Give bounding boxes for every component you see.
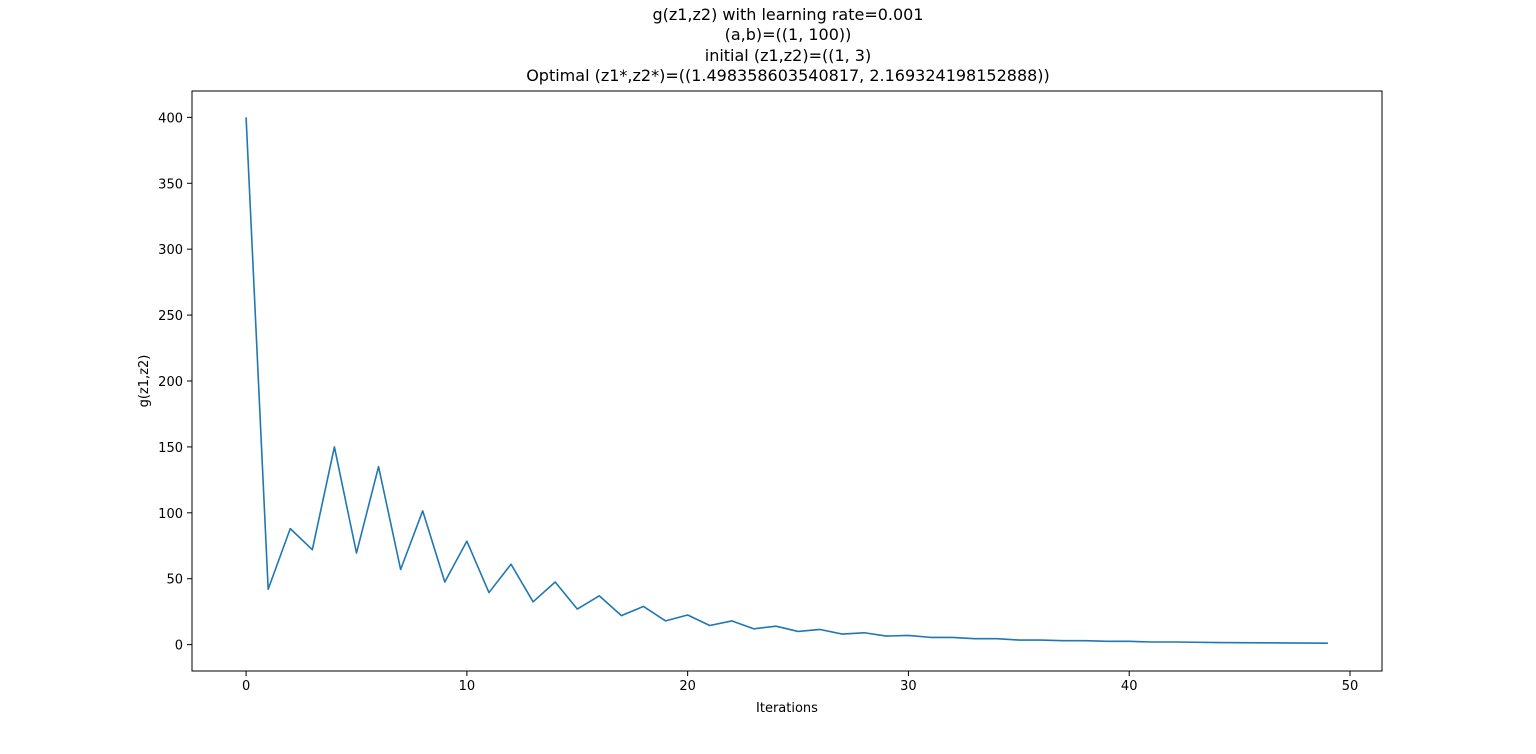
axes-frame [191,90,1383,672]
y-tick-label: 400 [158,111,183,126]
title-line-3: initial (z1,z2)=((1, 3) [705,46,871,65]
title-line-2: (a,b)=((1, 100)) [725,25,852,44]
x-tick-label: 20 [679,679,696,694]
title-line-1: g(z1,z2) with learning rate=0.001 [652,5,923,24]
x-tick-label: 30 [900,679,917,694]
plot-area [245,117,1328,644]
y-tick-label: 150 [158,441,183,456]
title-line-4: Optimal (z1*,z2*)=((1.498358603540817, 2… [526,66,1050,85]
x-tick-label: 50 [1342,679,1359,694]
y-tick-label: 250 [158,309,183,324]
y-tick-label: 200 [158,375,183,390]
x-tick-label: 10 [459,679,476,694]
y-tick-label: 300 [158,243,183,258]
y-axis-label: g(z1,z2) [137,355,152,408]
x-tick-label: 0 [242,679,250,694]
x-tick-label: 40 [1121,679,1138,694]
x-axis-label: Iterations [756,701,818,716]
y-tick-label: 0 [175,639,183,654]
x-axis-ticks: 0 10 20 30 40 50 [242,671,1358,694]
y-tick-label: 50 [166,573,183,588]
series-line [245,117,1328,644]
y-axis-ticks: 0 50 100 150 200 250 300 350 400 [158,111,192,654]
y-tick-label: 350 [158,177,183,192]
y-tick-label: 100 [158,507,183,522]
chart-title: g(z1,z2) with learning rate=0.001 (a,b)=… [526,5,1050,85]
